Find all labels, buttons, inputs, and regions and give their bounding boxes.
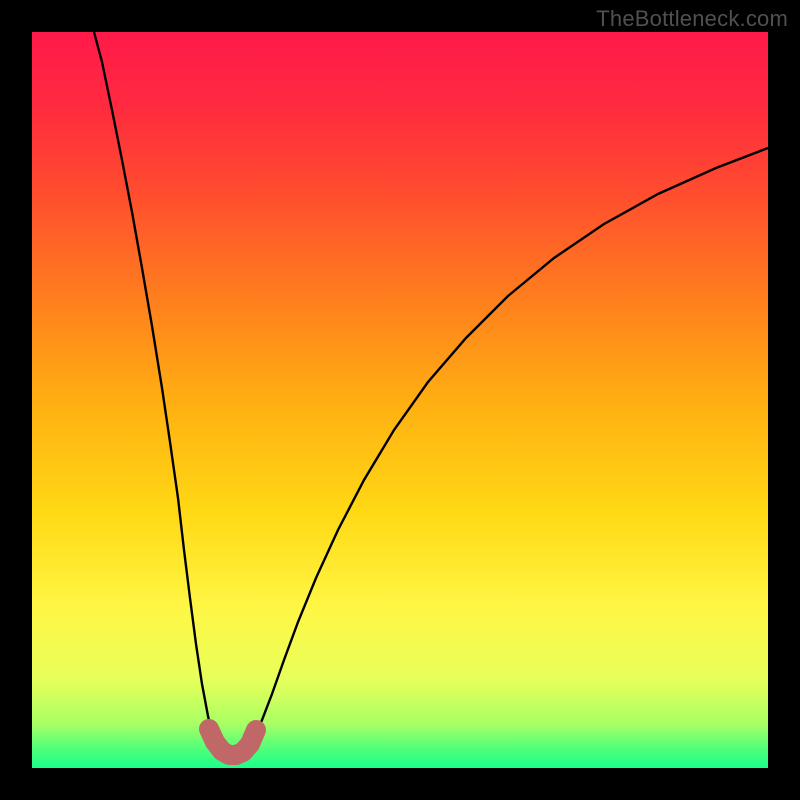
gradient-background (32, 32, 768, 768)
chart-frame: TheBottleneck.com (0, 0, 800, 800)
watermark-text: TheBottleneck.com (596, 6, 788, 32)
plot-area (32, 32, 768, 768)
